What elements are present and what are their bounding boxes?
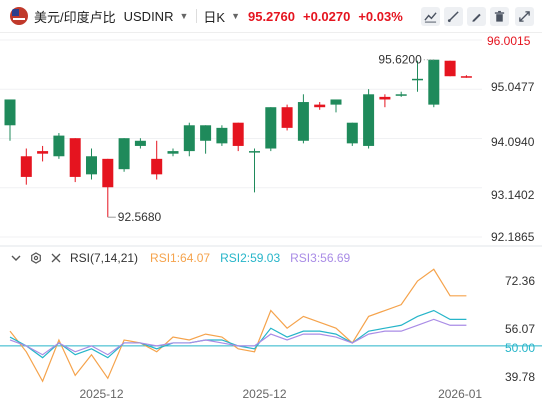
rsi-header: RSI(7,14,21) RSI1:64.07 RSI2:59.03 RSI3:…	[10, 250, 350, 266]
price-axis: 96.0015 95.0477 94.0940 93.1402 92.1865	[487, 34, 535, 244]
price-tick-label: 92.1865	[491, 230, 535, 244]
candle-body	[69, 138, 81, 177]
period-selector[interactable]: 日K	[203, 9, 226, 25]
symbol-selector[interactable]: USDINR	[123, 8, 174, 24]
expand-button[interactable]	[515, 7, 534, 26]
candle-body	[102, 158, 114, 188]
candle-body	[37, 151, 49, 154]
candle-body	[379, 96, 391, 100]
expand-icon	[519, 11, 530, 22]
draw-icon	[447, 11, 459, 23]
candle-body	[20, 156, 32, 177]
candle-body	[444, 60, 456, 77]
rsi-tick-label: 50.00	[505, 341, 535, 355]
rsi-lines	[9, 268, 467, 383]
candle-body	[297, 102, 309, 141]
pair-name: 美元/印度卢比	[34, 9, 116, 25]
collapse-icon[interactable]	[10, 252, 22, 264]
pen-button[interactable]	[467, 7, 486, 26]
candle-body	[200, 125, 212, 141]
rsi3-value: RSI3:56.69	[290, 251, 351, 265]
rsi-tick-label: 56.07	[505, 322, 535, 336]
chevron-down-icon[interactable]: ▼	[231, 11, 240, 21]
candle-body	[249, 151, 260, 153]
rsi-line-3	[9, 318, 467, 356]
candle-body	[86, 156, 97, 175]
candle-body	[232, 122, 244, 146]
indicator-icon	[424, 12, 437, 23]
candle-body	[346, 122, 358, 144]
candle-body	[118, 138, 130, 170]
pen-icon	[472, 13, 481, 22]
x-axis: 2025-12 2025-12 2026-01	[79, 387, 482, 401]
price-change-percent: +0.03%	[358, 8, 403, 24]
candle-body	[4, 99, 16, 126]
last-price: 95.2760	[247, 8, 295, 24]
candle-body	[314, 104, 326, 108]
candle-body	[460, 76, 472, 78]
price-tick-label: 96.0015	[487, 34, 531, 48]
rsi-line-1	[9, 268, 467, 383]
divider	[196, 9, 198, 23]
rsi-axis: 72.36 56.07 50.00 39.78	[505, 274, 535, 384]
candle-body	[428, 59, 440, 105]
candle-body	[363, 94, 375, 146]
candle-body	[330, 99, 342, 105]
chevron-down-icon[interactable]: ▼	[179, 11, 189, 21]
rsi2-value: RSI2:59.03	[220, 251, 281, 265]
draw-button[interactable]	[444, 7, 463, 26]
x-tick-label: 2026-01	[438, 387, 482, 401]
settings-icon[interactable]	[30, 252, 42, 264]
indicator-button[interactable]	[421, 7, 440, 26]
trash-icon	[494, 10, 505, 22]
candle-body	[134, 140, 146, 146]
delete-button[interactable]	[490, 7, 509, 26]
price-tick-label: 93.1402	[491, 188, 535, 202]
candle-body	[151, 158, 163, 175]
close-icon[interactable]	[50, 252, 62, 264]
price-tick-label: 94.0940	[491, 135, 535, 149]
candles-group	[4, 59, 472, 218]
rsi-indicator-name: RSI(7,14,21)	[70, 251, 139, 265]
candle-body	[53, 135, 65, 157]
rsi-tick-label: 72.36	[505, 274, 535, 288]
low-label: 92.5680	[118, 210, 162, 224]
candle-body	[281, 107, 293, 128]
annotations: 95.6200 92.5680	[107, 53, 434, 224]
rsi1-value: RSI1:64.07	[150, 251, 211, 265]
candle-body	[183, 125, 195, 152]
candle-body	[167, 151, 179, 154]
price-tick-label: 95.0477	[491, 80, 535, 94]
us-flag-icon	[10, 7, 28, 25]
rsi-tick-label: 39.78	[505, 370, 535, 384]
candle-body	[412, 78, 423, 81]
candle-body	[216, 127, 228, 144]
x-tick-label: 2025-12	[79, 387, 123, 401]
candle-body	[265, 107, 277, 149]
high-label: 95.6200	[378, 53, 422, 67]
candle-body	[395, 94, 407, 96]
price-change: +0.0270	[302, 8, 351, 24]
x-tick-label: 2025-12	[242, 387, 286, 401]
